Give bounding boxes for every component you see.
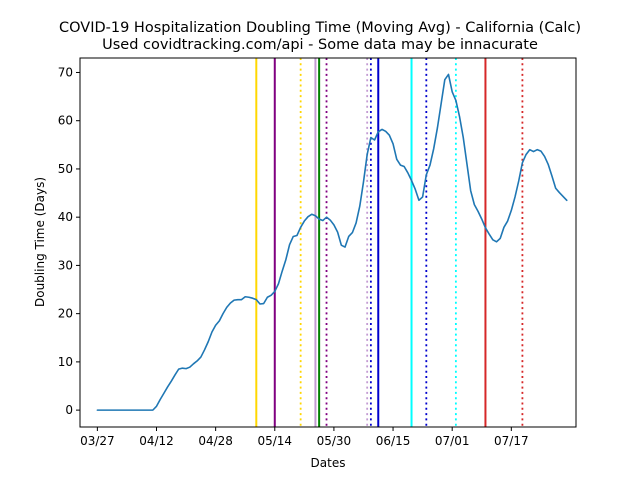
x-tick-label: 05/14 [257,434,292,448]
y-tick-label: 50 [58,162,73,176]
plot-frame [79,57,577,428]
y-tick-label: 0 [65,403,73,417]
series-line [96,73,568,411]
event-lines [255,58,524,427]
y-tick-label: 20 [58,307,73,321]
chart-title: COVID-19 Hospitalization Doubling Time (… [59,20,581,36]
y-tick-label: 60 [58,114,73,128]
x-axis-label: Dates [311,456,346,470]
series-group [96,73,568,411]
x-tick-label: 04/28 [198,434,233,448]
x-tick-label: 07/01 [435,434,470,448]
y-tick-label: 30 [58,258,73,272]
x-tick-label: 07/17 [494,434,529,448]
x-tick-label: 05/30 [317,434,352,448]
x-axis: 03/27 04/12 04/28 05/14 05/30 06/15 07/01 07/17 [80,427,529,448]
y-tick-label: 10 [58,355,73,369]
x-tick-label: 06/15 [376,434,411,448]
x-tick-label: 03/27 [80,434,115,448]
chart-subtitle: Used covidtracking.com/api - Some data m… [102,37,538,53]
y-axis-label: Doubling Time (Days) [33,177,47,307]
y-tick-label: 70 [58,65,73,79]
y-axis: 0 10 20 30 40 50 60 70 [58,65,80,417]
y-tick-label: 40 [58,210,73,224]
x-tick-label: 04/12 [139,434,174,448]
